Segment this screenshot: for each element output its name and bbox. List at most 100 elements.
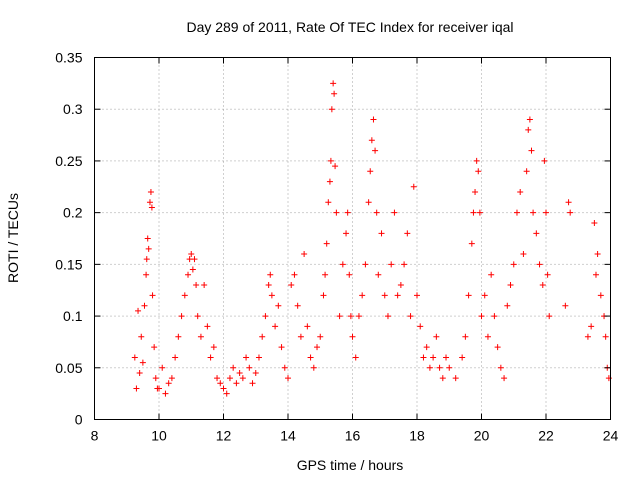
data-point [255, 354, 262, 361]
data-point [291, 271, 298, 278]
data-point [207, 354, 214, 361]
data-point [148, 204, 155, 211]
data-point [268, 292, 275, 299]
data-point [543, 209, 549, 216]
x-tick-label: 18 [409, 428, 425, 444]
data-point [131, 354, 138, 361]
y-tick-label: 0.1 [63, 308, 83, 324]
data-point [149, 292, 156, 299]
data-point [562, 302, 569, 309]
data-point [310, 364, 317, 371]
data-point [423, 344, 430, 351]
data-point [439, 375, 446, 382]
data-point [339, 261, 346, 268]
data-point [165, 380, 172, 387]
data-point [307, 354, 314, 361]
data-point [368, 137, 375, 144]
y-tick-label: 0.35 [55, 50, 82, 66]
data-point [138, 333, 145, 340]
y-axis-label: ROTI / TECUs [5, 193, 21, 283]
data-point [146, 199, 153, 206]
data-point [530, 209, 537, 216]
data-point [323, 240, 330, 247]
data-point [175, 333, 182, 340]
data-point [181, 292, 188, 299]
data-point [381, 292, 388, 299]
data-point [262, 313, 269, 320]
data-point [194, 313, 201, 320]
data-point [513, 209, 520, 216]
data-point [243, 354, 250, 361]
data-point [501, 375, 508, 382]
x-tick-label: 14 [280, 428, 296, 444]
data-point [189, 266, 196, 273]
data-point [504, 302, 511, 309]
data-point [443, 354, 450, 361]
y-tick-label: 0.2 [63, 205, 83, 221]
data-point [546, 313, 553, 320]
data-point [404, 230, 411, 237]
grid-layer [94, 57, 611, 420]
data-point [567, 209, 574, 216]
data-point [344, 209, 351, 216]
x-tick-label: 20 [474, 428, 490, 444]
data-point [473, 157, 480, 164]
x-tick-label: 12 [216, 428, 232, 444]
data-point [407, 313, 414, 320]
data-point [372, 147, 379, 154]
data-point [517, 188, 524, 195]
data-point [349, 333, 356, 340]
data-point [370, 116, 377, 123]
data-point [391, 209, 398, 216]
data-point [272, 323, 279, 330]
data-point [267, 271, 274, 278]
data-point [433, 333, 440, 340]
data-point [594, 251, 601, 258]
data-point [494, 344, 501, 351]
data-point [394, 292, 401, 299]
data-point [523, 168, 530, 175]
data-point [533, 230, 540, 237]
data-point [352, 354, 359, 361]
data-point [147, 188, 154, 195]
data-point [275, 302, 282, 309]
data-point [143, 271, 150, 278]
data-point [143, 256, 150, 263]
data-point [233, 380, 240, 387]
data-point [301, 251, 308, 258]
data-point [584, 333, 591, 340]
data-point [178, 313, 185, 320]
data-point [465, 292, 472, 299]
data-point [191, 256, 198, 263]
data-point [294, 302, 301, 309]
data-point [459, 354, 466, 361]
chart-title: Day 289 of 2011, Rate Of TEC Index for r… [186, 19, 513, 35]
x-axis-label: GPS time / hours [297, 457, 404, 473]
data-point [151, 344, 158, 351]
data-point [236, 369, 243, 376]
data-point [430, 354, 437, 361]
data-point [252, 369, 259, 376]
data-point [484, 333, 491, 340]
data-point [230, 364, 237, 371]
data-point [188, 251, 195, 258]
data-point [185, 271, 192, 278]
data-point [322, 271, 329, 278]
data-point [320, 292, 327, 299]
data-point [314, 344, 321, 351]
data-point [359, 292, 366, 299]
data-point [481, 292, 488, 299]
data-point [462, 333, 469, 340]
data-point [362, 261, 369, 268]
data-point [197, 333, 204, 340]
data-point [365, 199, 372, 206]
data-point [397, 282, 404, 289]
data-point [144, 235, 151, 242]
data-point [265, 282, 272, 289]
y-tick-label: 0.15 [55, 256, 82, 272]
data-point [367, 168, 374, 175]
x-tick-label: 10 [151, 428, 167, 444]
data-point [414, 292, 420, 299]
data-point [162, 390, 169, 397]
